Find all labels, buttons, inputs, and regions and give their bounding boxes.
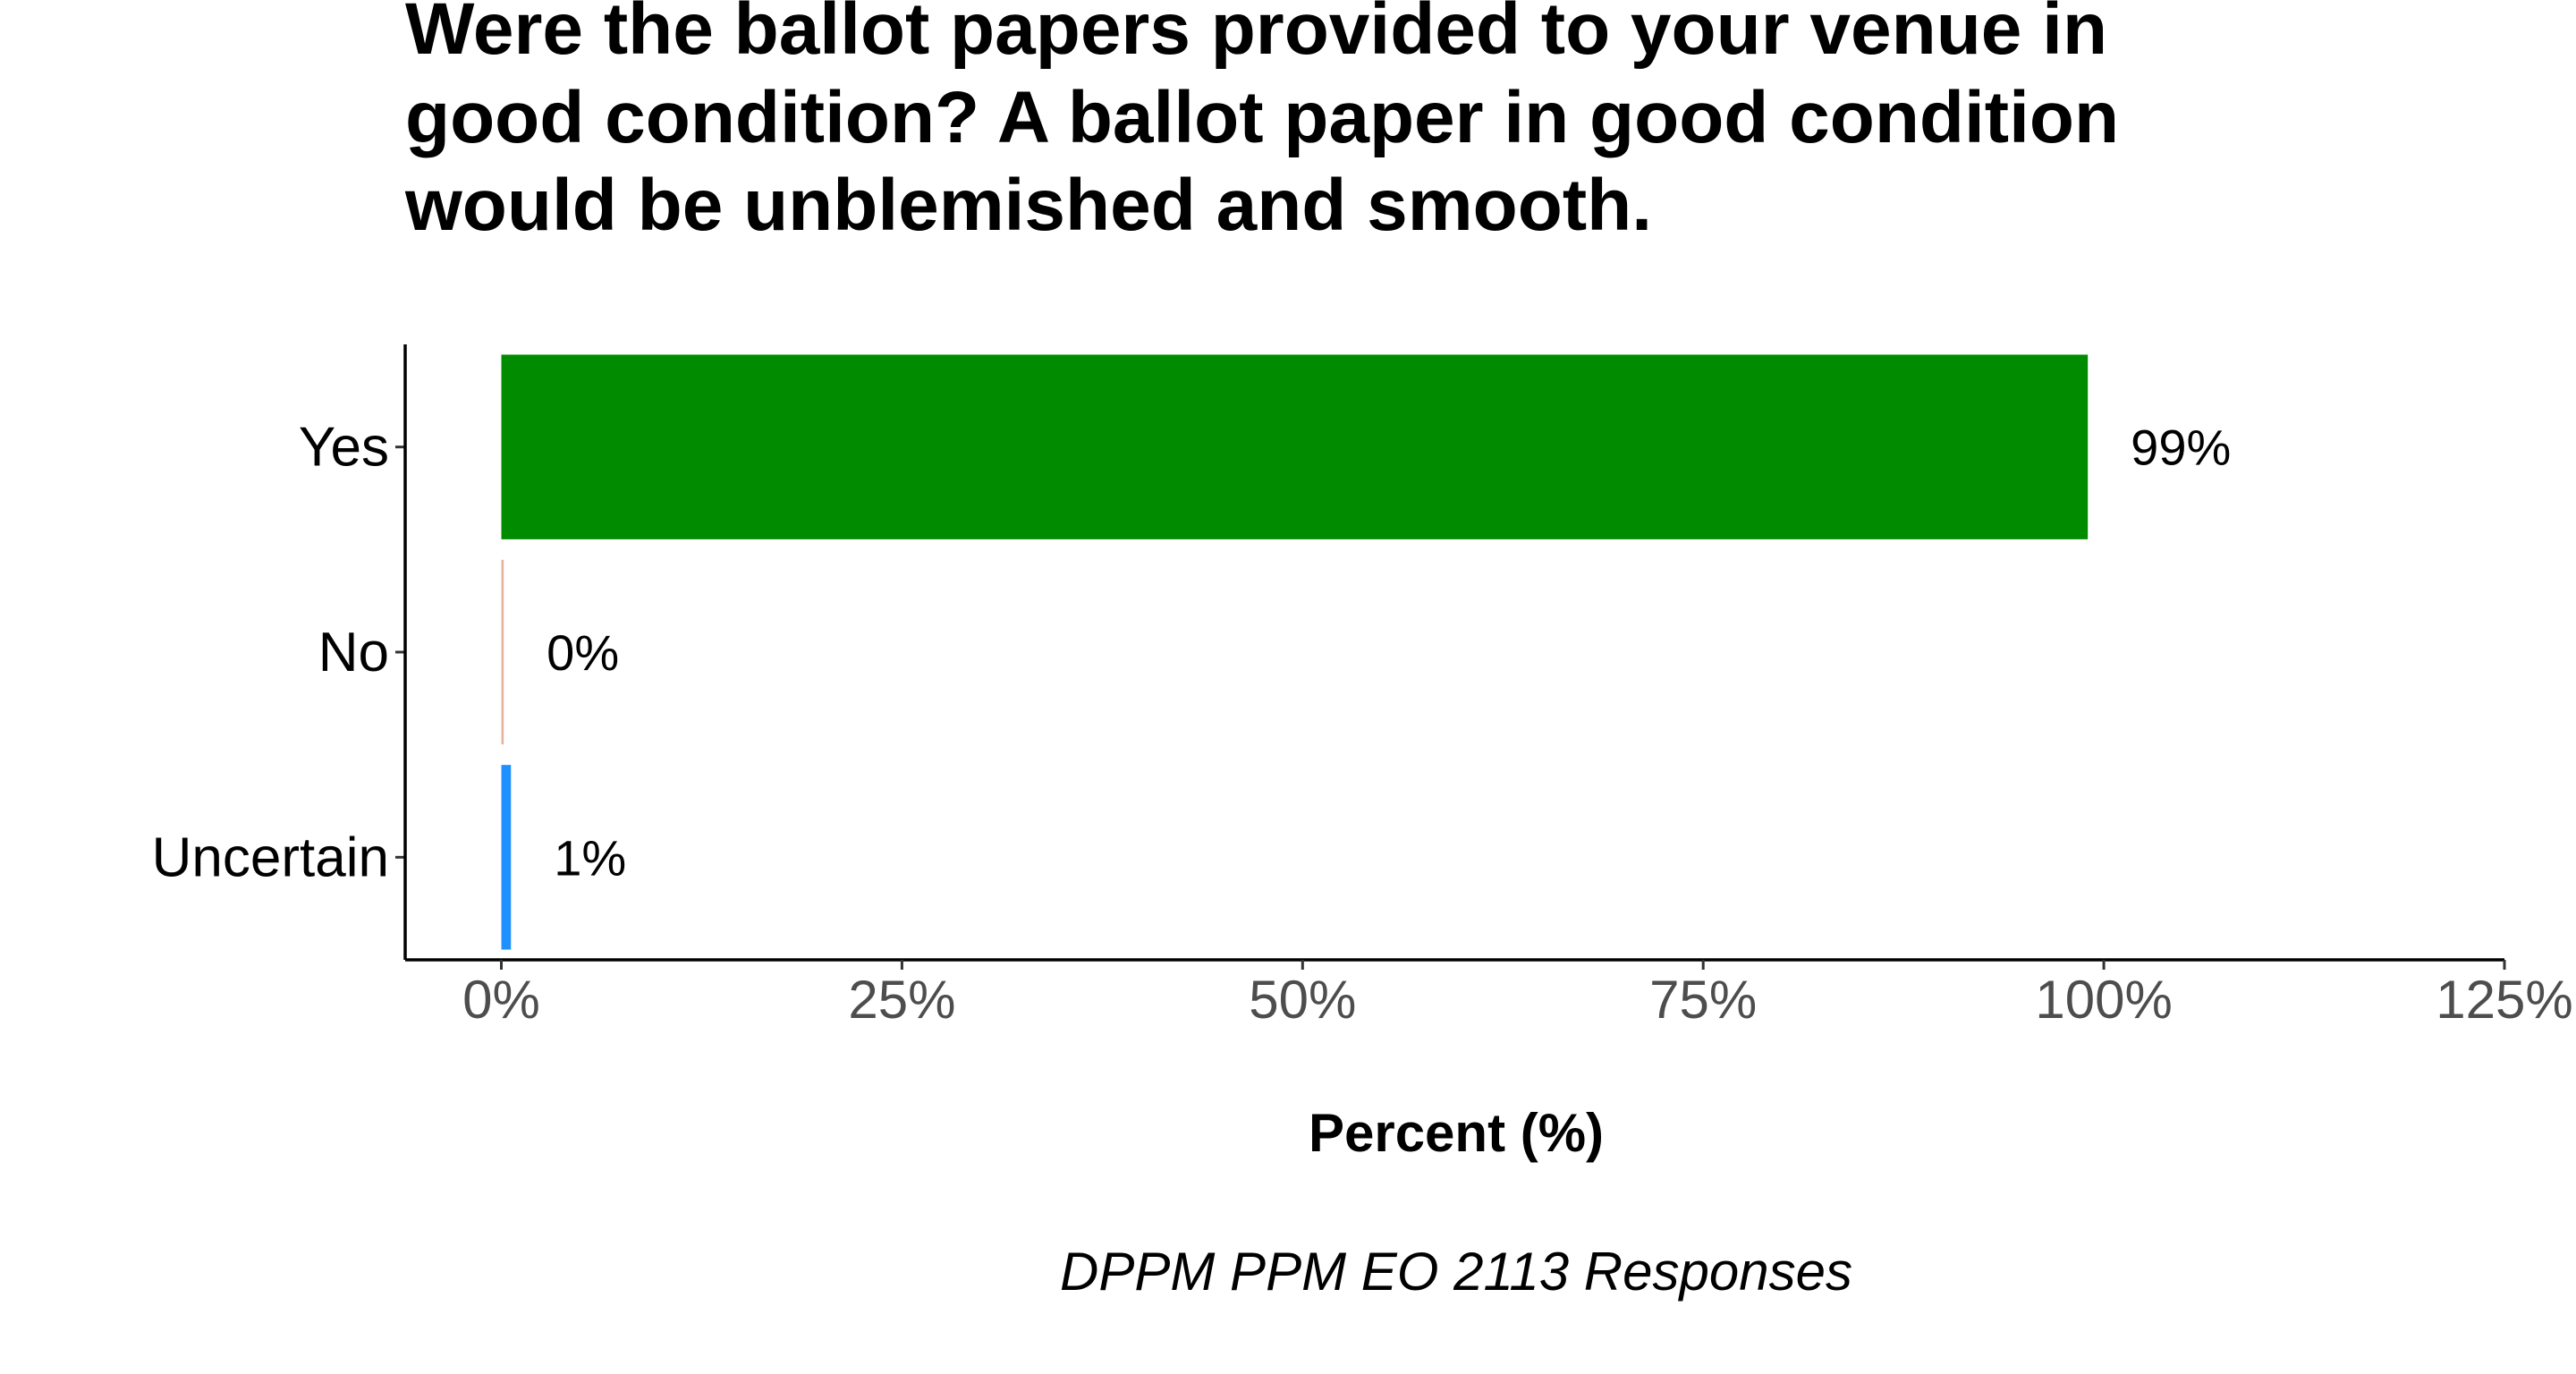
y-tick-label-no: No <box>318 622 389 683</box>
x-tick-label-0: 0% <box>462 970 540 1030</box>
y-tick-label-yes: Yes <box>299 417 389 479</box>
bar-yes <box>501 354 2089 539</box>
bar-uncertain <box>501 765 512 950</box>
x-tick-label-50: 50% <box>1249 970 1356 1030</box>
x-tick-label-125: 125% <box>2436 970 2572 1030</box>
data-label-no: 0% <box>547 624 619 681</box>
chart-title-line-1: Were the ballot papers provided to your … <box>405 0 2107 70</box>
chart-title-line-3: would be unblemished and smooth. <box>404 165 1652 246</box>
data-label-yes: 99% <box>2131 420 2231 476</box>
plot-area: 99% Yes 0% No 1% Uncertain 0% 25% 50% 75% 100% 125% <box>152 344 2573 1030</box>
x-tick-label-75: 75% <box>1649 970 1757 1030</box>
y-tick-label-uncertain: Uncertain <box>152 827 389 888</box>
x-tick-label-25: 25% <box>848 970 955 1030</box>
chart-caption: DPPM PPM EO 2113 Responses <box>1060 1242 1852 1302</box>
x-axis-title: Percent (%) <box>1309 1103 1604 1163</box>
x-tick-label-100: 100% <box>2035 970 2172 1030</box>
data-label-uncertain: 1% <box>554 829 626 886</box>
bar-no <box>501 559 504 745</box>
chart-title-line-2: good condition? A ballot paper in good c… <box>405 77 2119 158</box>
